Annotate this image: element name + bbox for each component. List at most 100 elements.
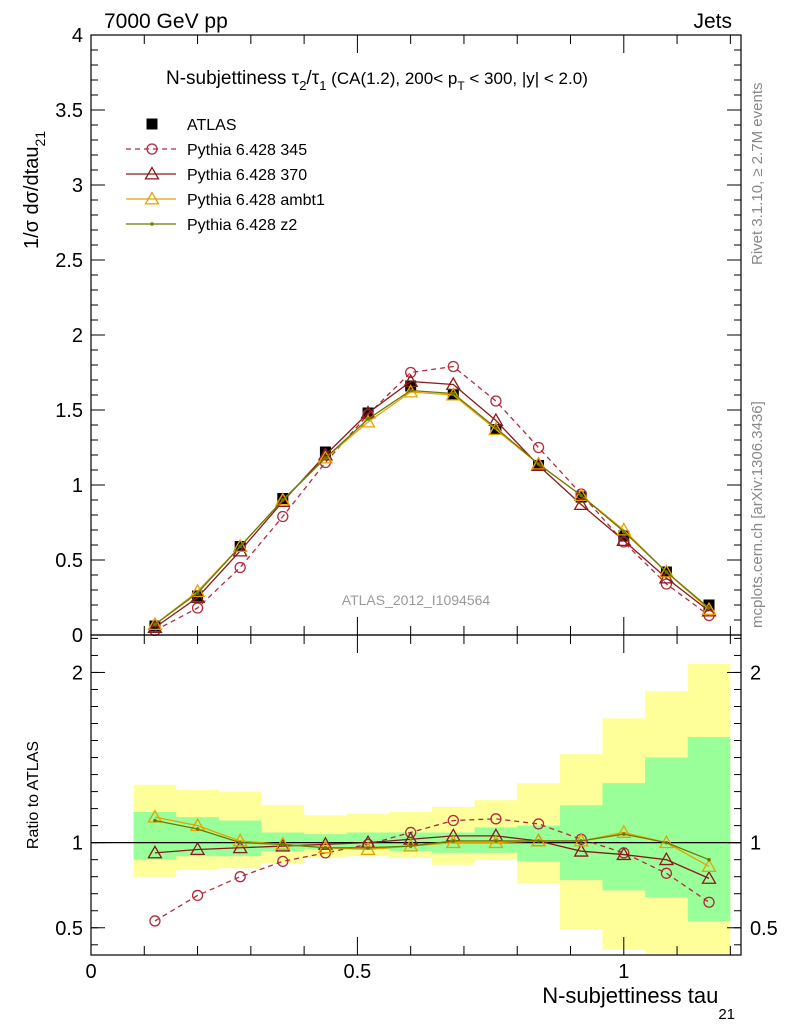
x-tick-label: 1	[618, 961, 629, 983]
point-pythia-6-428-z2	[195, 827, 200, 831]
point-pythia-6-428-z2	[408, 844, 413, 848]
main-y-tick-label: 1	[72, 475, 83, 497]
point-pythia-6-428-ambt1	[530, 456, 547, 470]
point-pythia-6-428-ambt1	[317, 450, 334, 464]
legend-label-pythia-6-428-z2: Pythia 6.428 z2	[187, 217, 297, 234]
point-pythia-6-428-370	[189, 841, 206, 855]
point-pythia-6-428-z2	[323, 456, 328, 460]
x-tick-label: 0.5	[343, 961, 371, 983]
point-pythia-6-428-345	[405, 826, 417, 839]
main-y-tick-label: 2.5	[55, 250, 83, 272]
legend-label-pythia-6-428-345: Pythia 6.428 345	[187, 142, 307, 159]
point-pythia-6-428-ambt1	[360, 841, 376, 855]
point-pythia-6-428-370	[403, 831, 419, 845]
point-pythia-6-428-370	[701, 870, 717, 884]
point-pythia-6-428-z2	[621, 529, 626, 534]
point-pythia-6-428-345	[703, 896, 715, 908]
point-pythia-6-428-ambt1	[488, 421, 504, 436]
header-right: Jets	[693, 10, 732, 33]
total-uncertainty-band	[133, 663, 731, 954]
header-left: 7000 GeV pp	[104, 10, 228, 33]
point-pythia-6-428-z2	[451, 391, 456, 396]
point-pythia-6-428-z2	[281, 842, 285, 847]
point-pythia-6-428-370	[616, 846, 632, 861]
ratio-y-tick-label: 0.5	[55, 918, 83, 940]
legend-label-atlas: ATLAS	[187, 117, 237, 134]
legend-label-pythia-6-428-ambt1: Pythia 6.428 ambt1	[187, 192, 325, 209]
point-pythia-6-428-345	[660, 867, 673, 879]
main-y-tick-label: 4	[72, 25, 83, 47]
point-pythia-6-428-ambt1	[488, 834, 504, 849]
legend-marker-atlas	[146, 118, 158, 130]
mcplots-label: mcplots.cern.ch [arXiv:1306.3436]	[749, 401, 766, 628]
point-pythia-6-428-345	[234, 561, 246, 574]
point-pythia-6-428-z2	[664, 840, 669, 845]
point-pythia-6-428-370	[616, 532, 632, 547]
series-line-pythia-6-428-370	[154, 380, 710, 629]
point-pythia-6-428-ambt1	[232, 833, 248, 847]
point-pythia-6-428-ambt1	[658, 564, 675, 578]
point-pythia-6-428-ambt1	[616, 824, 632, 838]
point-pythia-6-428-370	[573, 496, 589, 511]
legend-marker-pythia-6-428-z2	[150, 222, 154, 226]
point-pythia-6-428-z2	[707, 857, 711, 862]
point-pythia-6-428-370	[147, 619, 163, 634]
series-line-pythia-6-428-z2	[154, 389, 710, 626]
point-pythia-6-428-345	[532, 818, 545, 830]
point-pythia-6-428-345	[490, 395, 502, 407]
point-pythia-6-428-370	[147, 845, 163, 859]
legend-marker-pythia-6-428-ambt1	[144, 191, 160, 205]
analysis-watermark: ATLAS_2012_I1094564	[342, 592, 491, 608]
ratio-frame	[90, 634, 742, 956]
ratio-bands	[91, 663, 741, 954]
legend: ATLAS Pythia 6.428 345 Pythia 6.428 370 Pyt…	[126, 117, 325, 234]
point-pythia-6-428-ambt1	[147, 616, 163, 631]
ratio-axis-ticks: 0.5 0.51 12 20 0.5 1	[55, 635, 778, 983]
point-pythia-6-428-z2	[451, 839, 456, 843]
point-pythia-6-428-ambt1	[275, 492, 291, 506]
point-pythia-6-428-ambt1	[232, 538, 248, 553]
main-y-tick-label: 0	[72, 625, 83, 647]
point-pythia-6-428-370	[701, 603, 717, 617]
point-pythia-6-428-z2	[536, 462, 541, 466]
point-pythia-6-428-z2	[579, 493, 583, 498]
ratio-y-tick-label: 2	[72, 662, 83, 684]
ratio-y-tick-label: 1	[72, 833, 83, 855]
point-pythia-6-428-z2	[664, 570, 669, 574]
rivet-label: Rivet 3.1.10, ≥ 2.7M events	[749, 83, 766, 266]
point-pythia-6-428-z2	[366, 417, 370, 421]
point-pythia-6-428-370	[232, 839, 248, 854]
x-tick-label: 0	[85, 961, 96, 983]
ratio-y-tick-label-right: 2	[750, 662, 761, 684]
point-pythia-6-428-345	[234, 871, 246, 883]
point-pythia-6-428-345	[447, 360, 459, 373]
x-axis-label: N-subjettiness tau21	[542, 983, 735, 1023]
stat-uncertainty-band	[133, 737, 731, 921]
point-pythia-6-428-ambt1	[701, 858, 717, 873]
main-title: N-subjettiness τ2/τ1 (CA(1.2), 200< pT <…	[166, 68, 588, 93]
point-pythia-6-428-z2	[281, 498, 285, 502]
point-pythia-6-428-370	[275, 493, 291, 508]
series-line-pythia-6-428-370	[154, 835, 710, 879]
point-pythia-6-428-z2	[579, 839, 583, 843]
point-pythia-6-428-z2	[238, 840, 242, 845]
main-y-tick-label: 3	[72, 175, 83, 197]
point-pythia-6-428-z2	[323, 845, 328, 850]
point-pythia-6-428-z2	[366, 845, 370, 850]
point-pythia-6-428-345	[490, 813, 502, 825]
point-atlas	[618, 530, 630, 542]
point-pythia-6-428-z2	[238, 544, 242, 549]
point-pythia-6-428-z2	[408, 388, 413, 393]
ratio-series-layer	[147, 809, 717, 927]
main-y-tick-label: 1.5	[55, 400, 83, 422]
ratio-y-tick-label-right: 1	[750, 833, 761, 855]
point-pythia-6-428-ambt1	[573, 487, 589, 502]
main-y-tick-label: 2	[72, 325, 83, 347]
point-pythia-6-428-z2	[536, 839, 541, 843]
ratio-panel: 0.5 0.51 12 20 0.5 1 Ratio to ATLAS N-subjett…	[25, 634, 778, 1023]
main-series-layer	[147, 360, 717, 637]
point-pythia-6-428-z2	[153, 622, 157, 627]
point-pythia-6-428-ambt1	[701, 601, 717, 616]
